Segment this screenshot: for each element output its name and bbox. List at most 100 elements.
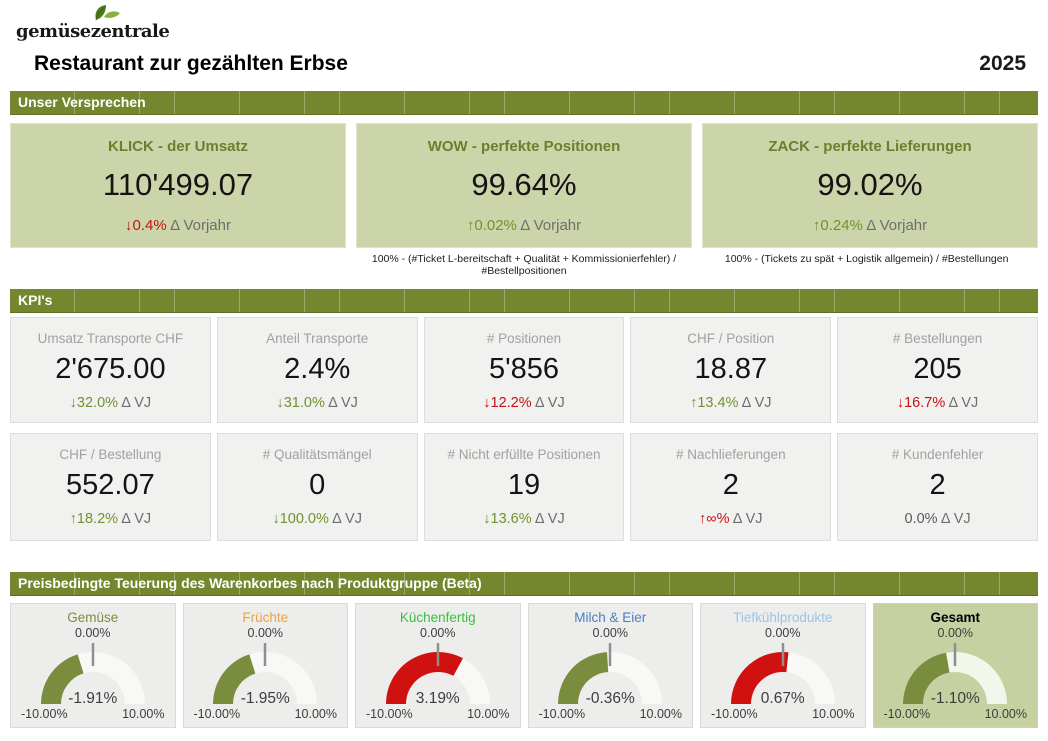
delta-percent: 0.0% [904, 511, 938, 527]
gauge-title: Küchenfertig [399, 610, 476, 625]
gauge: 3.19% [363, 642, 513, 707]
kpi-title: CHF / Position [687, 331, 775, 346]
trend-arrow-icon: ↑ [699, 511, 707, 527]
kpi-title: # Kundenfehler [891, 447, 984, 462]
kpi-value: 19 [507, 469, 541, 501]
kpi-delta: ↓13.6% Δ VJ [425, 511, 624, 527]
kpi-value: 2'675.00 [55, 353, 166, 385]
gauge-title: Früchte [242, 610, 289, 625]
gauge-range: -10.00% 10.00% [356, 707, 520, 721]
promise-card-umsatz: KLICK - der Umsatz 110'499.07 ↓0.4% Δ Vo… [10, 123, 346, 248]
delta-label: Δ VJ [948, 395, 979, 411]
delta-label: Δ VJ [534, 395, 565, 411]
kpi-title: Umsatz Transporte CHF [37, 331, 184, 346]
gauge-zero-label: 0.00% [765, 626, 801, 640]
gauge-range: -10.00% 10.00% [701, 707, 865, 721]
gauge-value: -1.95% [240, 690, 290, 707]
section-banner-kpis: KPI's [10, 289, 1038, 313]
gauge-card-fruechte: Früchte 0.00% -1.95% -10.00% 10.00% [182, 603, 348, 728]
gauge-max-label: 10.00% [467, 707, 510, 721]
gauge-range: -10.00% 10.00% [529, 707, 693, 721]
gauge-card-gesamt: Gesamt 0.00% -1.10% -10.00% 10.00% [872, 603, 1038, 728]
kpi-value: 2.4% [284, 353, 351, 385]
trend-arrow-icon: ↓ [276, 395, 284, 411]
kpi-delta: ↓16.7% Δ VJ [838, 395, 1037, 411]
promise-card-delta: ↑0.24% Δ Vorjahr [703, 217, 1037, 234]
kpi-delta: 0.0% Δ VJ [838, 511, 1037, 527]
kpi-title: # Nicht erfüllte Positionen [447, 447, 601, 462]
delta-percent: 32.0% [76, 395, 119, 411]
kpi-delta: ↓12.2% Δ VJ [425, 395, 624, 411]
gauge-min-label: -10.00% [538, 707, 586, 721]
formula-footnote-lieferungen: 100% - (Tickets zu spät + Logistik allge… [724, 253, 1009, 265]
kpi-card-qualitaetsmaengel: # Qualitätsmängel 0 ↓100.0% Δ VJ [216, 433, 418, 541]
leaf-icon [95, 5, 120, 21]
gauge-arc [385, 643, 490, 704]
kpi-value: 552.07 [66, 469, 155, 501]
gauge-zero-label: 0.00% [420, 626, 456, 640]
trend-arrow-icon: ↓ [69, 395, 77, 411]
kpi-title: # Positionen [486, 331, 562, 346]
gauge-card-kuechenfertig: Küchenfertig 0.00% 3.19% -10.00% 10.00% [355, 603, 521, 728]
kpi-card-chf-position: CHF / Position 18.87 ↑13.4% Δ VJ [630, 317, 832, 423]
gauge-title: Gemüse [67, 610, 119, 625]
kpi-card-bestellungen: # Bestellungen 205 ↓16.7% Δ VJ [837, 317, 1038, 423]
kpi-card-nachlieferungen: # Nachlieferungen 2 ↑∞% Δ VJ [630, 433, 832, 541]
kpi-card-kundenfehler: # Kundenfehler 2 0.0% Δ VJ [837, 433, 1038, 541]
delta-percent: 31.0% [283, 395, 325, 411]
formula-footnote-positionen: 100% - (#Ticket L-bereitschaft + Qualitä… [371, 253, 677, 277]
gauge-max-label: 10.00% [812, 707, 855, 721]
kpi-delta: ↓32.0% Δ VJ [11, 395, 210, 411]
gauge-min-label: -10.00% [711, 707, 758, 721]
promise-card-row: KLICK - der Umsatz 110'499.07 ↓0.4% Δ Vo… [10, 123, 1038, 248]
kpi-value: 2 [929, 469, 946, 501]
footnote-row: 100% - (#Ticket L-bereitschaft + Qualitä… [10, 253, 1038, 277]
promise-card-delta: ↑0.02% Δ Vorjahr [357, 217, 691, 234]
promise-card-value: 110'499.07 [102, 167, 254, 202]
delta-percent: 0.02% [474, 217, 517, 234]
promise-card-title: ZACK - perfekte Lieferungen [768, 138, 972, 155]
gauge-range: -10.00% 10.00% [184, 707, 348, 721]
delta-label: Δ VJ [732, 511, 763, 527]
kpi-card-umsatz-transporte: Umsatz Transporte CHF 2'675.00 ↓32.0% Δ … [10, 317, 211, 423]
gauge-arc [213, 643, 318, 704]
header: gemüsezentrale Restaurant zur gezählten … [0, 0, 1048, 76]
promise-card-title: KLICK - der Umsatz [107, 138, 249, 155]
gauge-arc [903, 643, 1008, 704]
gauge-min-label: -10.00% [21, 707, 68, 721]
gauge-card-milch-eier: Milch & Eier 0.00% -0.36% -10.00% 10.00% [527, 603, 693, 728]
gauge-min-label: -10.00% [193, 707, 241, 721]
gauge-card-gemuese: Gemüse 0.00% -1.91% -10.00% 10.00% [10, 603, 176, 728]
logo-text: gemüsezentrale [16, 21, 170, 42]
delta-label: Δ VJ [121, 395, 152, 411]
delta-label: Δ Vorjahr [170, 217, 231, 234]
gauge-min-label: -10.00% [883, 707, 931, 721]
gauge: -1.95% [190, 642, 340, 707]
gauge-title: Milch & Eier [574, 610, 647, 625]
delta-percent: 100.0% [279, 511, 329, 527]
gauge-card-tiefkuehlprodukte: Tiefkühlprodukte 0.00% 0.67% -10.00% 10.… [700, 603, 866, 728]
kpi-card-positionen: # Positionen 5'856 ↓12.2% Δ VJ [423, 317, 625, 423]
promise-card-positionen: WOW - perfekte Positionen 99.64% ↑0.02% … [356, 123, 692, 248]
gauge-value: -1.10% [930, 690, 980, 707]
delta-label: Δ VJ [741, 395, 772, 411]
gauge-arc [730, 643, 835, 704]
kpi-delta: ↓100.0% Δ VJ [218, 511, 417, 527]
gauge-value: -0.36% [585, 690, 635, 707]
kpi-delta: ↑∞% Δ VJ [631, 511, 830, 527]
kpi-title: CHF / Bestellung [59, 447, 162, 462]
trend-arrow-icon: ↑ [812, 217, 821, 234]
gauge-arc [40, 643, 145, 704]
kpi-card-chf-bestellung: CHF / Bestellung 552.07 ↑18.2% Δ VJ [10, 433, 211, 541]
kpi-value: 205 [913, 353, 962, 385]
kpi-title: # Qualitätsmängel [262, 447, 372, 462]
kpi-card-nicht-erfuellte-positionen: # Nicht erfüllte Positionen 19 ↓13.6% Δ … [423, 433, 625, 541]
gauge-value: 3.19% [415, 690, 460, 707]
section-banner-versprechen: Unser Versprechen [10, 91, 1038, 115]
gauge-max-label: 10.00% [122, 707, 165, 721]
delta-label: Δ VJ [332, 511, 362, 527]
logo: gemüsezentrale [16, 5, 170, 42]
delta-percent: 0.4% [132, 217, 167, 234]
gauge-min-label: -10.00% [366, 707, 413, 721]
gauge-title: Tiefkühlprodukte [733, 610, 833, 625]
